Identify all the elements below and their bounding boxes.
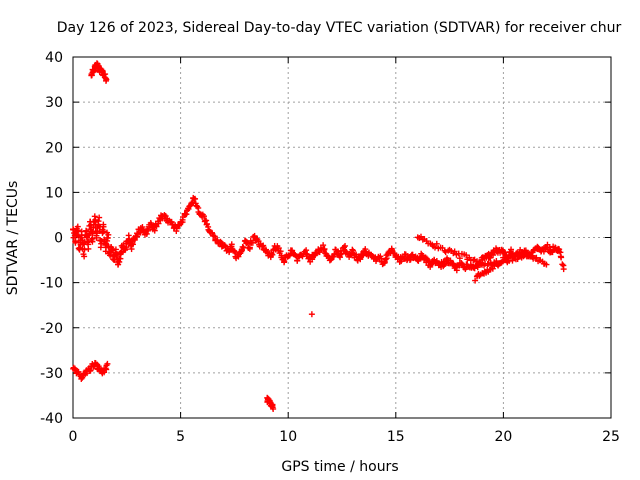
y-tick-label: -10 — [40, 276, 63, 292]
data-point — [472, 277, 479, 284]
y-tick-label: -40 — [40, 411, 63, 427]
x-tick-label: 0 — [69, 429, 78, 445]
data-point — [221, 242, 228, 249]
data-point — [90, 363, 97, 370]
data-point — [383, 255, 390, 262]
data-point — [72, 238, 79, 245]
data-point — [81, 246, 88, 253]
data-point — [303, 247, 310, 254]
data-point — [423, 255, 430, 262]
data-point — [546, 244, 553, 251]
data-point — [104, 360, 111, 367]
data-point — [463, 252, 470, 259]
y-tick-label: -30 — [40, 366, 63, 382]
data-point — [349, 246, 356, 253]
data-point — [145, 227, 152, 234]
x-tick-label: 5 — [176, 429, 185, 445]
data-point — [277, 248, 284, 255]
data-point — [270, 405, 277, 412]
data-point — [342, 242, 349, 249]
x-axis-label: GPS time / hours — [281, 459, 398, 475]
data-point — [251, 232, 258, 239]
data-point — [228, 241, 235, 248]
data-point — [451, 248, 458, 255]
y-tick-label: 10 — [45, 185, 63, 201]
y-tick-label: 30 — [45, 95, 63, 111]
y-tick-label: 40 — [45, 50, 63, 66]
data-point — [74, 227, 81, 234]
data-point — [382, 256, 389, 263]
data-point — [226, 249, 233, 256]
data-point — [246, 244, 253, 251]
data-point — [125, 232, 132, 239]
data-point — [526, 250, 533, 257]
data-point — [275, 245, 282, 252]
data-point — [268, 250, 275, 257]
data-point — [272, 246, 279, 253]
data-point — [431, 244, 438, 251]
data-point — [433, 240, 440, 247]
data-point — [139, 224, 146, 231]
data-point — [304, 251, 311, 258]
data-point — [487, 254, 494, 261]
data-point — [90, 68, 97, 75]
data-point — [76, 244, 83, 251]
data-point — [560, 266, 567, 273]
y-tick-label: 0 — [54, 231, 63, 247]
y-axis-label: SDTVAR / TECUs — [5, 181, 21, 296]
data-point — [96, 214, 103, 221]
y-tick-label: 20 — [45, 140, 63, 156]
data-point — [509, 257, 516, 264]
data-point — [508, 246, 515, 253]
data-point — [556, 246, 563, 253]
data-point — [103, 76, 110, 83]
data-point — [269, 251, 276, 258]
data-point — [100, 228, 107, 235]
x-tick-label: 25 — [602, 429, 620, 445]
data-point — [533, 254, 540, 261]
data-point — [558, 254, 565, 261]
x-tick-label: 20 — [494, 429, 512, 445]
data-point — [89, 235, 96, 242]
data-point — [281, 258, 288, 265]
ticks: 0 5 10 15 20 25 -40 -30 -20 -10 0 10 20 30 40 — [40, 50, 620, 445]
data-point — [357, 256, 364, 263]
data-point — [456, 255, 463, 262]
data-point — [189, 199, 196, 206]
y-tick-label: -20 — [40, 321, 63, 337]
data-point — [294, 257, 301, 264]
data-point — [81, 253, 88, 260]
data-point — [543, 261, 550, 268]
data-point — [217, 238, 224, 245]
chart-title: Day 126 of 2023, Sidereal Day-to-day VTE… — [57, 20, 622, 36]
data-point — [498, 259, 505, 266]
data-point — [201, 213, 208, 220]
data-point — [559, 261, 566, 268]
x-tick-label: 10 — [279, 429, 297, 445]
data-point — [79, 374, 86, 381]
data-point — [85, 245, 92, 252]
data-point — [269, 402, 276, 409]
data-point — [417, 233, 424, 240]
data-point — [112, 246, 119, 253]
x-tick-label: 15 — [387, 429, 405, 445]
grid — [73, 57, 611, 418]
data-point — [289, 247, 296, 254]
data-point — [151, 227, 158, 234]
data-point — [104, 234, 111, 241]
data-point — [308, 311, 315, 318]
data-point — [155, 220, 162, 227]
data-points — [70, 60, 567, 412]
data-point — [153, 223, 160, 230]
data-point — [183, 211, 190, 218]
